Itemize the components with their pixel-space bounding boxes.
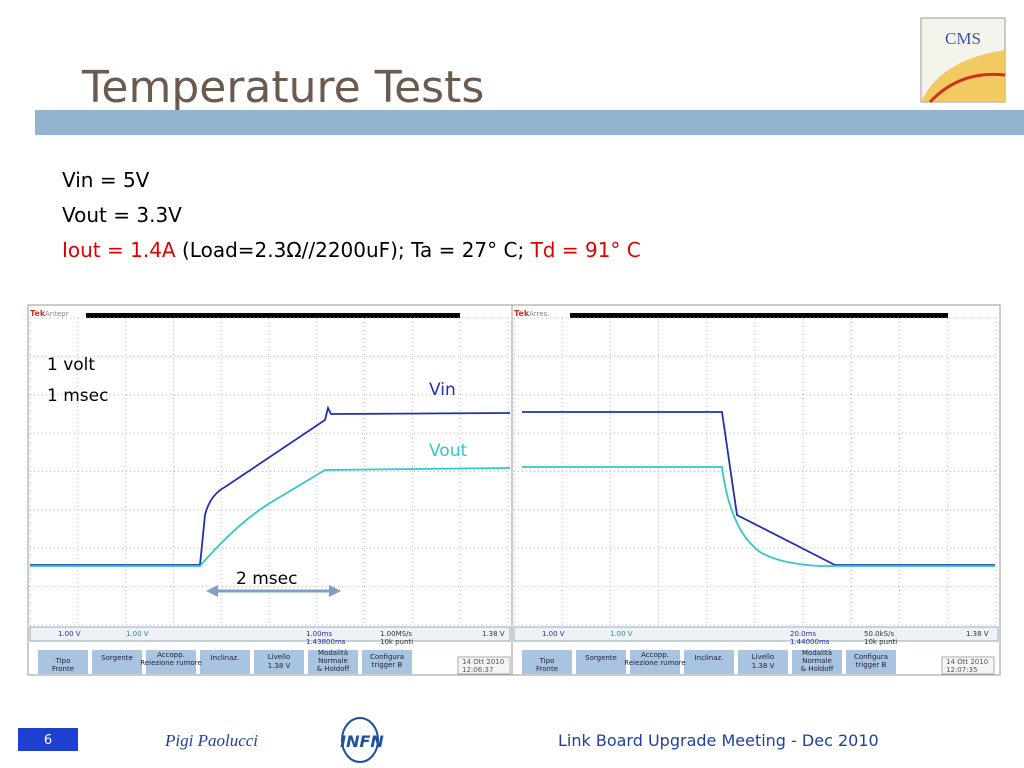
- menu-button: [38, 650, 88, 674]
- status-bar: [570, 313, 948, 318]
- readout: 1.00ms: [306, 630, 332, 638]
- title-bar: [35, 110, 1024, 135]
- condition: Vout = 3.3V: [62, 203, 182, 227]
- menu-text: Fronte: [52, 665, 74, 673]
- menu-text: Sorgente: [101, 654, 133, 662]
- readout-bar: [29, 626, 511, 642]
- page-number: 6: [44, 733, 52, 748]
- scope-frame: [511, 304, 1001, 676]
- menu-button: [254, 650, 304, 674]
- menu-button: [146, 650, 196, 674]
- current: Iout = 1.4A: [62, 238, 176, 262]
- span-arrow: [206, 585, 341, 597]
- menu-text: Tipo: [55, 657, 71, 665]
- scope-frame: [27, 304, 513, 676]
- mode: Antepr: [45, 310, 69, 318]
- infn-text: INFN: [340, 732, 384, 751]
- menu-button: [846, 650, 896, 674]
- load: (Load=2.3Ω//2200uF); Ta = 27° C;: [176, 238, 531, 262]
- menu-text: Tipo: [539, 657, 555, 665]
- menu-text: Configura: [854, 653, 888, 661]
- readout: 1.38 V: [966, 630, 989, 638]
- menu-text: Inclinaz.: [211, 654, 240, 662]
- menu-text: Fronte: [536, 665, 558, 673]
- menu-text: Livello: [752, 653, 774, 661]
- menu-text: 1.38 V: [268, 662, 291, 670]
- readout-bar: [513, 626, 999, 642]
- readout: 1.00MS/s: [380, 630, 412, 638]
- vout-label: Vout: [429, 441, 467, 461]
- readout: 50.0kS/s: [864, 630, 894, 638]
- mode: Arres.: [529, 310, 549, 318]
- menu-text: & Holdoff: [801, 665, 834, 673]
- readout: 1.00 V: [126, 630, 149, 638]
- status-bar: [86, 313, 460, 318]
- readout: 1.00 V: [610, 630, 633, 638]
- menu-text: trigger B: [372, 661, 403, 669]
- menu-text: Normale: [318, 657, 348, 665]
- cms-logo: CMS: [920, 17, 1006, 104]
- readout: 1.00 V: [58, 630, 81, 638]
- menu-text: Accopp.: [641, 651, 669, 659]
- date-box: [941, 656, 995, 675]
- menu-button: [308, 650, 358, 674]
- title: Temperature Tests: [81, 62, 484, 113]
- time: 12:06:37: [462, 666, 493, 674]
- menu-text: 1.38 V: [752, 662, 775, 670]
- readout: 1.43800ms: [306, 638, 346, 646]
- menu-text: Normale: [802, 657, 832, 665]
- menu-text: Configura: [370, 653, 404, 661]
- menu-text: Modalità: [318, 649, 348, 657]
- menu-button: [738, 650, 788, 674]
- date: 14 Ott 2010: [462, 658, 504, 666]
- menu-text: Reiezione rumore: [624, 659, 685, 667]
- readout: 10k punti: [380, 638, 413, 646]
- condition: Vin = 5V: [62, 168, 150, 192]
- page-box: [18, 728, 78, 751]
- readout: 20.0ms: [790, 630, 816, 638]
- vin-label: Vin: [429, 380, 456, 400]
- menu-text: trigger B: [856, 661, 887, 669]
- infn-logo: INFN: [340, 717, 384, 763]
- meeting: Link Board Upgrade Meeting - Dec 2010: [558, 731, 879, 750]
- scale-label: 1 volt: [47, 355, 95, 375]
- readout: 10k punti: [864, 638, 897, 646]
- menu-button: [630, 650, 680, 674]
- menu-text: Modalità: [802, 649, 832, 657]
- menu-text: Livello: [268, 653, 290, 661]
- menu-text: Sorgente: [585, 654, 617, 662]
- menu-text: Reiezione rumore: [140, 659, 201, 667]
- span-label: 2 msec: [236, 569, 297, 589]
- scale-label: 1 msec: [47, 386, 108, 406]
- readout: 1.44000ms: [790, 638, 830, 646]
- menu-text: Inclinaz.: [695, 654, 724, 662]
- waveforms: [30, 405, 995, 567]
- author: Pigi Paolucci: [164, 731, 258, 750]
- time: 12:07:35: [946, 666, 977, 674]
- menu-button: [522, 650, 572, 674]
- menu-text: Accopp.: [157, 651, 185, 659]
- td: Td = 91° C: [530, 238, 641, 262]
- cms-text: CMS: [945, 29, 981, 48]
- menu-button: [362, 650, 412, 674]
- menu-text: & Holdoff: [317, 665, 350, 673]
- date-box: [457, 656, 511, 675]
- readout: 1.38 V: [482, 630, 505, 638]
- date: 14 Ott 2010: [946, 658, 988, 666]
- brand: Tek: [30, 309, 46, 318]
- menu-button: [92, 650, 142, 674]
- menu-button: [792, 650, 842, 674]
- condition: Iout = 1.4A (Load=2.3Ω//2200uF); Ta = 27…: [62, 238, 641, 262]
- menu-button: [200, 650, 250, 674]
- brand: Tek: [514, 309, 530, 318]
- menu-button: [576, 650, 626, 674]
- menu-button: [684, 650, 734, 674]
- readout: 1.00 V: [542, 630, 565, 638]
